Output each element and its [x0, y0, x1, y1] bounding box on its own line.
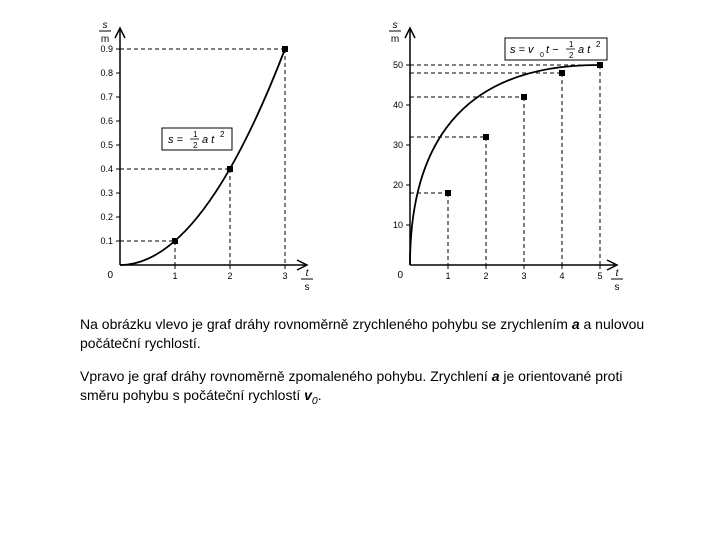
- svg-text:0: 0: [540, 52, 544, 59]
- ytick-label: 0.9: [100, 44, 113, 54]
- charts-row: 0.1 0.2 0.3 0.4 0.5 0.6 0.7 0.8 0.9 1 2 …: [0, 0, 720, 295]
- caption-text: .: [318, 387, 322, 403]
- y-tick-labels: 10 20 30 40 50: [393, 60, 403, 230]
- left-chart-svg: 0.1 0.2 0.3 0.4 0.5 0.6 0.7 0.8 0.9 1 2 …: [80, 20, 320, 290]
- x-axis-label: t s: [611, 268, 623, 290]
- origin-label: 0: [397, 270, 403, 281]
- svg-text:t −: t −: [546, 44, 559, 56]
- ytick-label: 0.1: [100, 236, 113, 246]
- ytick-label: 20: [393, 180, 403, 190]
- right-chart: 10 20 30 40 50 1 2 3 4 5: [370, 20, 630, 295]
- ytick-label: 0.3: [100, 188, 113, 198]
- svg-text:m: m: [101, 34, 109, 45]
- svg-text:s: s: [393, 20, 398, 31]
- svg-text:s = v: s = v: [510, 44, 535, 56]
- ytick-label: 50: [393, 60, 403, 70]
- ytick-label: 0.4: [100, 164, 113, 174]
- symbol-v: v: [304, 387, 312, 403]
- curve: [410, 65, 600, 265]
- ytick-label: 40: [393, 100, 403, 110]
- xtick-label: 2: [227, 271, 232, 281]
- reference-lines: [120, 49, 285, 265]
- svg-text:2: 2: [596, 40, 601, 49]
- svg-text:a t: a t: [578, 44, 591, 56]
- svg-text:m: m: [391, 34, 399, 45]
- svg-text:s: s: [103, 20, 108, 31]
- xtick-label: 2: [483, 271, 488, 281]
- y-tick-labels: 0.1 0.2 0.3 0.4 0.5 0.6 0.7 0.8 0.9: [100, 44, 113, 246]
- xtick-label: 1: [445, 271, 450, 281]
- xtick-label: 5: [597, 271, 602, 281]
- svg-text:2: 2: [569, 51, 574, 60]
- svg-text:t: t: [616, 268, 620, 279]
- caption-text: Na obrázku vlevo je graf dráhy rovnoměrn…: [80, 316, 572, 332]
- ytick-label: 0.6: [100, 116, 113, 126]
- xtick-label: 4: [559, 271, 564, 281]
- svg-text:a t: a t: [202, 134, 215, 146]
- x-axis-label: t s: [301, 268, 313, 290]
- caption-block: Na obrázku vlevo je graf dráhy rovnoměrn…: [0, 295, 720, 408]
- svg-text:s: s: [615, 282, 620, 290]
- y-axis-label: s m: [99, 20, 111, 45]
- xtick-label: 1: [172, 271, 177, 281]
- axes: [405, 28, 617, 270]
- equation: s = v 0 t − 1 2 a t 2: [505, 38, 607, 60]
- x-tick-labels: 1 2 3: [172, 271, 287, 281]
- caption-p2: Vpravo je graf dráhy rovnoměrně zpomalen…: [80, 367, 650, 408]
- caption-p1: Na obrázku vlevo je graf dráhy rovnoměrn…: [80, 315, 650, 353]
- svg-text:s =: s =: [168, 134, 184, 146]
- reference-lines: [410, 65, 600, 265]
- svg-text:s: s: [305, 282, 310, 290]
- svg-text:t: t: [306, 268, 310, 279]
- y-axis-label: s m: [389, 20, 401, 45]
- origin-label: 0: [107, 270, 113, 281]
- curve: [120, 49, 285, 265]
- ytick-label: 30: [393, 140, 403, 150]
- x-tick-labels: 1 2 3 4 5: [445, 271, 602, 281]
- svg-text:2: 2: [193, 141, 198, 150]
- ytick-label: 0.2: [100, 212, 113, 222]
- right-chart-svg: 10 20 30 40 50 1 2 3 4 5: [370, 20, 630, 290]
- svg-text:1: 1: [569, 40, 574, 49]
- xtick-label: 3: [282, 271, 287, 281]
- ytick-label: 0.5: [100, 140, 113, 150]
- xtick-label: 3: [521, 271, 526, 281]
- svg-text:1: 1: [193, 130, 198, 139]
- ytick-label: 0.7: [100, 92, 113, 102]
- caption-text: Vpravo je graf dráhy rovnoměrně zpomalen…: [80, 368, 492, 384]
- svg-text:2: 2: [220, 130, 225, 139]
- ytick-label: 10: [393, 220, 403, 230]
- ytick-label: 0.8: [100, 68, 113, 78]
- left-chart: 0.1 0.2 0.3 0.4 0.5 0.6 0.7 0.8 0.9 1 2 …: [80, 20, 320, 295]
- symbol-a: a: [572, 316, 580, 332]
- equation: s = 1 2 a t 2: [162, 128, 232, 150]
